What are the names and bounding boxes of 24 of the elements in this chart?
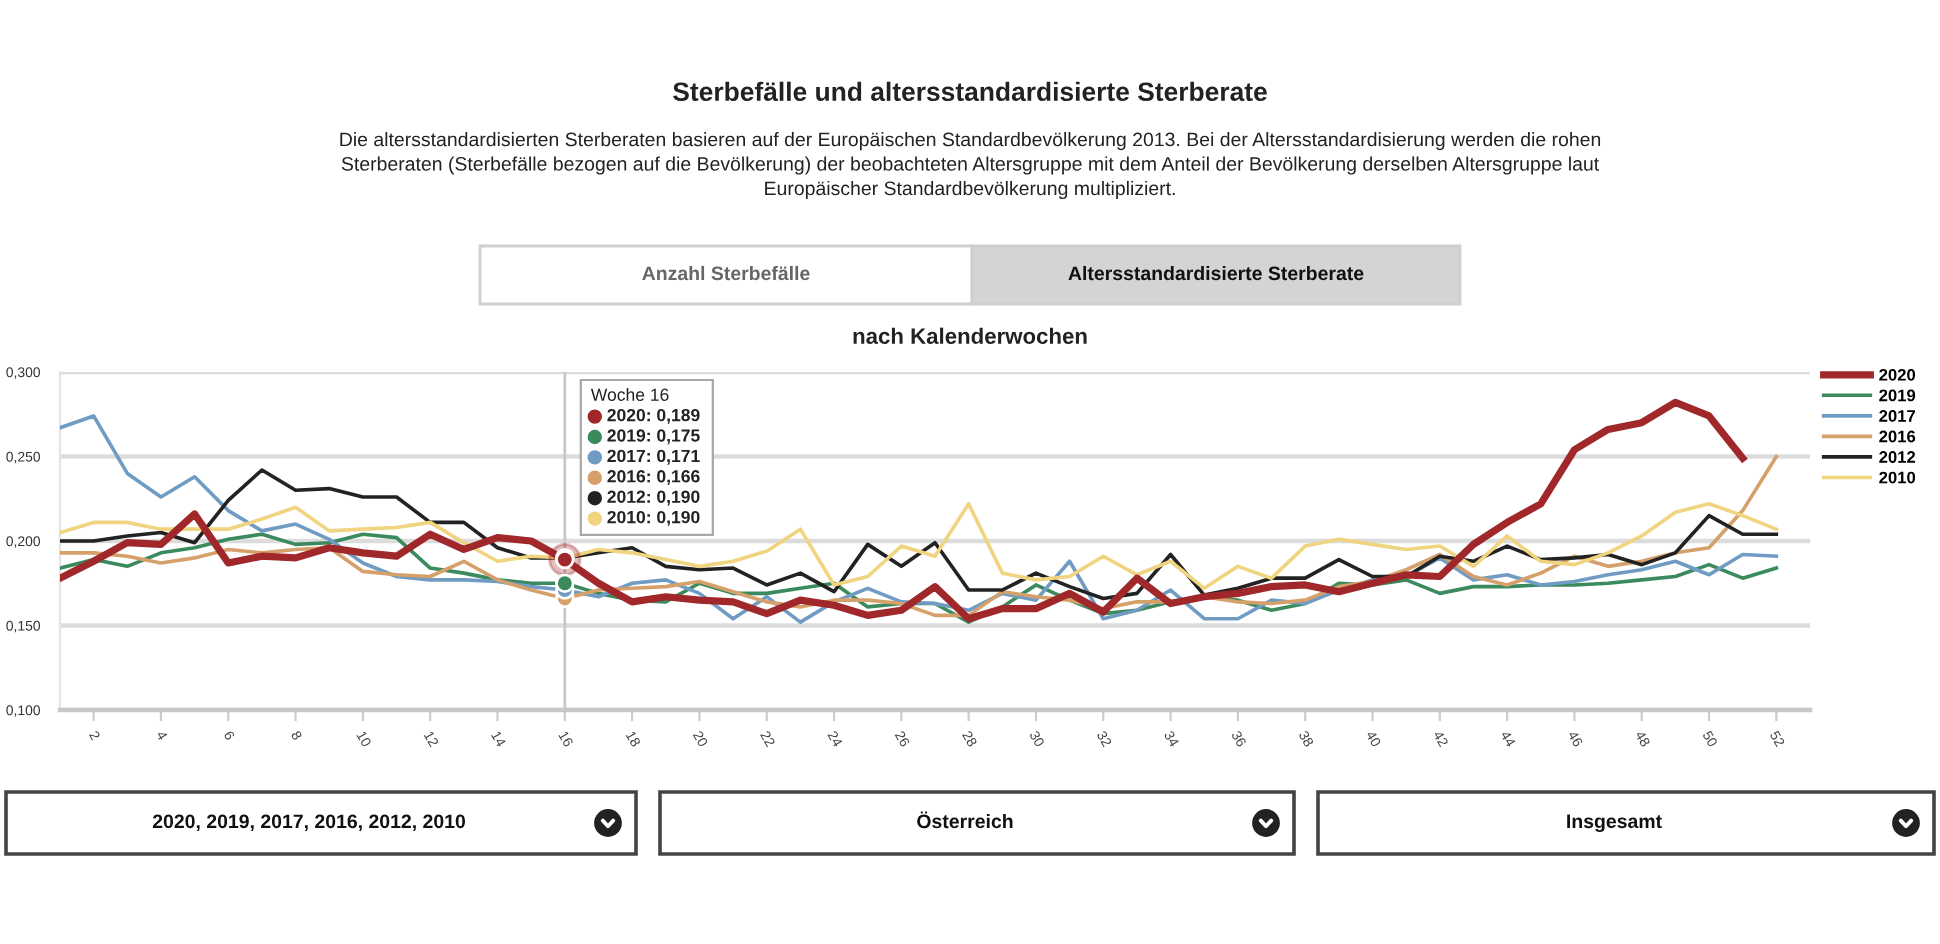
annotation: 2012: 0,190 bbox=[607, 490, 700, 506]
chart-subtitle: Die altersstandardisierten Sterberaten basieren auf der Europäischen Standardbevölkerung 2013. Bei der Altersstandardisierung werden die rohen Sterberaten (Sterbefälle bezogen auf die Bevölkerung) der beobachteten Altersgruppe mit dem Anteil der Bevölkerung derselben Altersgruppe laut Europäischer Standardbevölkerung multipliziert. bbox=[340, 132, 1601, 200]
annotation: 2010: 0,190 bbox=[607, 510, 700, 526]
text: nach Kalenderwochen bbox=[853, 327, 1087, 344]
annotation: Woche 16 bbox=[590, 388, 669, 401]
line-series bbox=[60, 502, 1779, 591]
legend-label: 2019 bbox=[1879, 389, 1916, 402]
legend-label: 2012 bbox=[1879, 451, 1916, 463]
chart-title: Sterbefälle und altersstandardisierte Sterberate bbox=[673, 81, 1267, 102]
text: Anzahl Sterbefälle bbox=[642, 265, 810, 281]
annotation: 2019: 0,175 bbox=[607, 429, 700, 445]
legend-label: 2017 bbox=[1879, 410, 1916, 422]
text: Altersstandardisierte Sterberate bbox=[1068, 265, 1364, 281]
text: 2020, 2019, 2017, 2016, 2012, 2010 bbox=[152, 814, 465, 832]
legend-label: 2010 bbox=[1879, 471, 1916, 484]
legend-label: 2016 bbox=[1879, 430, 1916, 443]
annotation: 2017: 0,171 bbox=[607, 449, 700, 465]
annotation: 2020: 0,189 bbox=[607, 408, 700, 424]
legend-label: 2020 bbox=[1879, 368, 1916, 381]
line-series bbox=[60, 468, 1779, 601]
annotation: 2016: 0,166 bbox=[607, 470, 700, 486]
text: Österreich bbox=[917, 811, 1013, 829]
text: Insgesamt bbox=[1567, 814, 1662, 833]
line-series bbox=[60, 532, 1779, 624]
